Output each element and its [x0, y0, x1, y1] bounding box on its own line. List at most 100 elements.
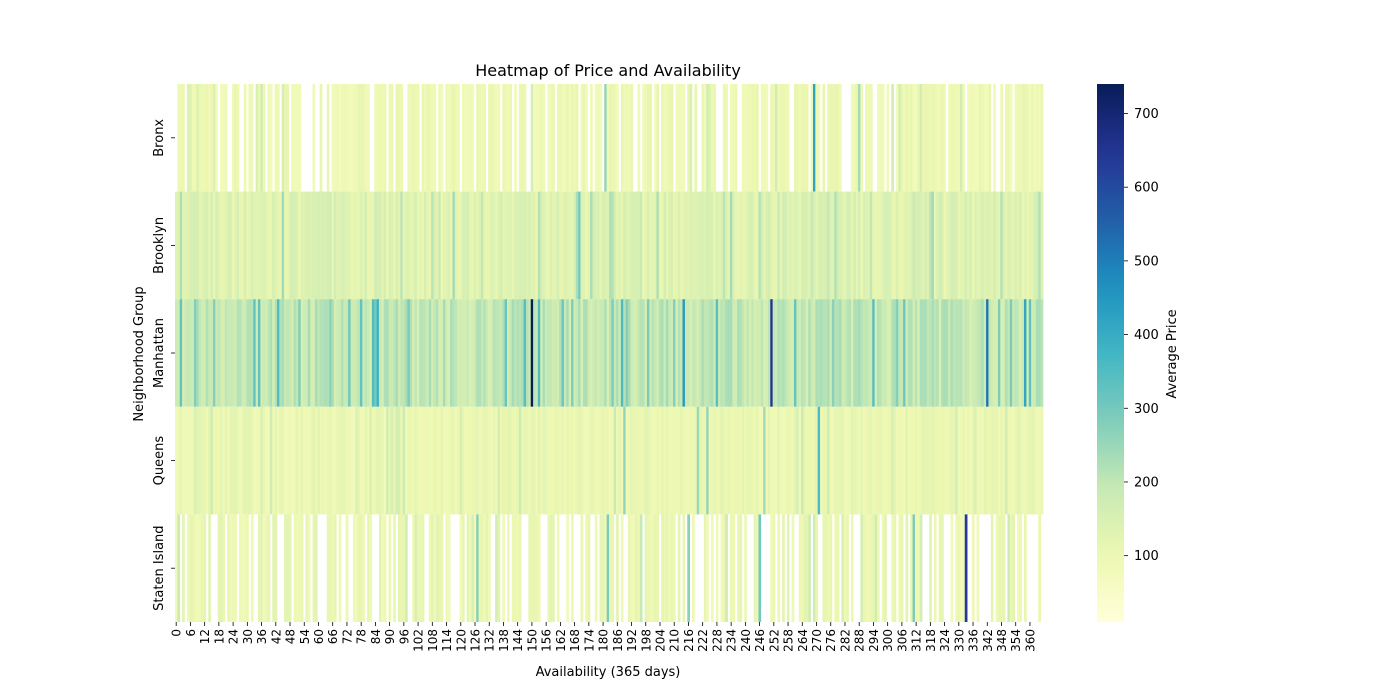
heatmap-cell	[383, 514, 387, 622]
heatmap-cell	[412, 191, 415, 300]
heatmap-cell	[969, 84, 973, 192]
heatmap-cell	[848, 299, 852, 407]
heatmap-cell	[715, 299, 719, 407]
heatmap-cell	[359, 299, 363, 407]
heatmap-cell	[941, 84, 944, 192]
heatmap-cell	[210, 191, 214, 300]
heatmap-cell	[687, 191, 690, 300]
heatmap-cell	[438, 406, 441, 515]
heatmap-cell	[917, 514, 921, 622]
heatmap-cell	[663, 514, 667, 622]
heatmap-cell	[182, 406, 185, 515]
heatmap-cell	[995, 406, 999, 515]
heatmap-cell	[369, 406, 373, 515]
heatmap-cell	[808, 299, 811, 407]
heatmap-cell	[578, 191, 581, 300]
heatmap-cell	[967, 191, 970, 300]
heatmap-cell	[450, 406, 453, 515]
heatmap-cell	[815, 299, 819, 407]
heatmap-cell	[189, 84, 192, 192]
heatmap-cell	[656, 84, 660, 192]
heatmap-cell	[668, 406, 672, 515]
heatmap-cell	[635, 514, 638, 622]
heatmap-cell	[1040, 191, 1044, 300]
heatmap-cell	[812, 84, 816, 192]
heatmap-cell	[680, 84, 683, 192]
heatmap-cell	[480, 514, 484, 622]
heatmap-cell	[445, 514, 449, 622]
heatmap-cell	[388, 299, 392, 407]
heatmap-cell	[196, 514, 200, 622]
heatmap-cell	[801, 191, 804, 300]
heatmap-cell	[184, 299, 188, 407]
heatmap-cell	[182, 514, 185, 622]
heatmap-cell	[523, 299, 527, 407]
heatmap-cell	[281, 299, 285, 407]
heatmap-cell	[440, 406, 444, 515]
heatmap-cell	[746, 299, 750, 407]
heatmap-cell	[514, 299, 517, 407]
heatmap-cell	[549, 406, 553, 515]
heatmap-cell	[205, 406, 209, 515]
heatmap-cell	[914, 514, 918, 622]
heatmap-cell	[694, 84, 698, 192]
heatmap-cell	[329, 406, 332, 515]
heatmap-cell	[988, 84, 992, 192]
heatmap-cell	[442, 406, 446, 515]
heatmap-cell	[843, 406, 847, 515]
heatmap-cell	[746, 406, 750, 515]
heatmap-cell	[215, 191, 219, 300]
x-tick-label: 138	[497, 629, 511, 652]
x-tick-label: 114	[440, 629, 454, 652]
heatmap-cell	[924, 406, 928, 515]
heatmap-cell	[748, 406, 752, 515]
heatmap-cell	[692, 406, 695, 515]
heatmap-cell	[355, 406, 358, 515]
heatmap-cell	[447, 191, 451, 300]
heatmap-cell	[739, 299, 743, 407]
heatmap-cell	[727, 299, 731, 407]
heatmap-cell	[974, 191, 977, 300]
heatmap-cell	[286, 514, 290, 622]
heatmap-cell	[689, 406, 693, 515]
heatmap-cell	[824, 406, 828, 515]
x-tick-label: 300	[881, 629, 895, 652]
heatmap-cell	[201, 191, 204, 300]
heatmap-cell	[720, 299, 724, 407]
heatmap-cell	[212, 191, 216, 300]
heatmap-cell	[507, 84, 510, 192]
heatmap-cell	[1016, 191, 1020, 300]
heatmap-cell	[644, 299, 648, 407]
heatmap-cell	[737, 191, 740, 300]
heatmap-cell	[948, 191, 951, 300]
heatmap-cell	[933, 191, 937, 300]
heatmap-cell	[514, 84, 517, 192]
heatmap-cell	[815, 406, 819, 515]
heatmap-cell	[1002, 299, 1006, 407]
heatmap-cell	[703, 191, 707, 300]
heatmap-cell	[395, 299, 399, 407]
heatmap-cell	[293, 299, 297, 407]
heatmap-cell	[929, 191, 932, 300]
heatmap-cell	[578, 406, 581, 515]
heatmap-cell	[646, 514, 650, 622]
heatmap-cell	[931, 84, 935, 192]
heatmap-cell	[917, 84, 921, 192]
heatmap-cell	[231, 191, 235, 300]
heatmap-cell	[554, 191, 558, 300]
heatmap-cell	[967, 406, 970, 515]
heatmap-cell	[812, 406, 816, 515]
heatmap-cell	[386, 299, 389, 407]
heatmap-cell	[1026, 299, 1030, 407]
heatmap-cell	[796, 191, 800, 300]
heatmap-cell	[542, 299, 546, 407]
heatmap-cell	[525, 406, 529, 515]
heatmap-cell	[829, 299, 833, 407]
heatmap-cell	[388, 191, 392, 300]
heatmap-cell	[706, 299, 709, 407]
heatmap-cell	[1035, 191, 1039, 300]
heatmap-cell	[374, 406, 377, 515]
heatmap-cell	[720, 406, 724, 515]
heatmap-cell	[559, 84, 562, 192]
heatmap-cell	[488, 84, 491, 192]
